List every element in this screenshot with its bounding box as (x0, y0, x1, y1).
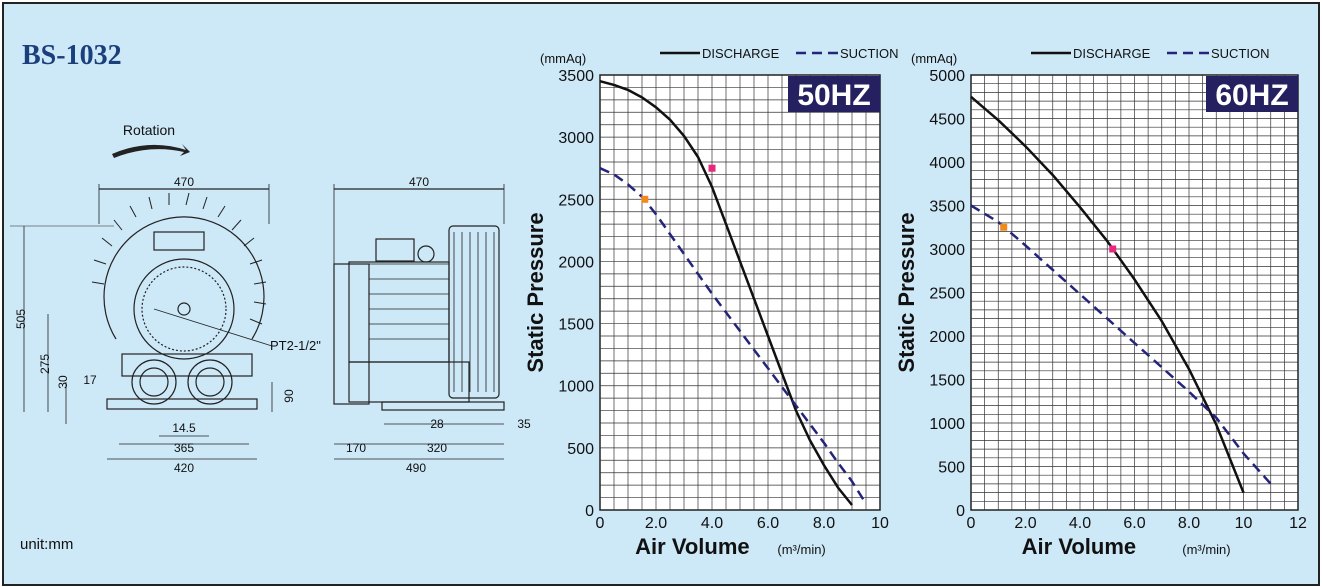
series-line-discharge (970, 95, 1245, 494)
legend-label-discharge: DISCHARGE (702, 46, 780, 61)
y-tick-label: 3000 (558, 130, 594, 147)
svg-text:420: 420 (174, 461, 194, 475)
frequency-badge (788, 76, 880, 112)
svg-text:90: 90 (282, 389, 296, 403)
y-axis-label: Static Pressure (894, 212, 919, 372)
x-tick-label: 4.0 (701, 515, 723, 532)
plot-area (599, 74, 881, 511)
series-line-suction (599, 167, 868, 505)
chart-title: 50HZ (797, 79, 870, 112)
legend-label-suction: SUCTION (840, 46, 899, 61)
svg-text:170: 170 (346, 441, 366, 455)
front-view-dimensions: 470 505 275 30 17 14.5 365 420 90 PT2-1/… (10, 175, 321, 475)
plot-background (970, 74, 1299, 511)
y-unit-label: (mmAq) (911, 51, 957, 66)
svg-text:275: 275 (38, 354, 52, 374)
svg-text:365: 365 (174, 441, 194, 455)
side-view-dimensions: 470 28 35 170 320 490 (334, 175, 531, 475)
marker-suction (641, 195, 649, 203)
marker-discharge (1109, 245, 1117, 253)
x-tick-label: 6.0 (1123, 515, 1145, 532)
x-tick-label: 4.0 (1069, 515, 1091, 532)
y-tick-label: 2500 (929, 286, 965, 303)
y-tick-label: 1500 (558, 317, 594, 334)
y-tick-label: 500 (567, 441, 594, 458)
blower-drawing: Rotation 470 (10, 122, 531, 475)
svg-text:470: 470 (174, 175, 194, 189)
x-tick-label: 10 (871, 515, 889, 532)
y-tick-label: 1000 (558, 379, 594, 396)
x-tick-label: 6.0 (757, 515, 779, 532)
x-unit-label: (m³/min) (1182, 542, 1230, 557)
x-tick-label: 0 (596, 515, 605, 532)
x-tick-label: 8.0 (813, 515, 835, 532)
x-unit-label: (m³/min) (777, 542, 825, 557)
legend-label-suction: SUCTION (1211, 46, 1270, 61)
y-tick-label: 5000 (929, 68, 965, 85)
x-axis-label: Air Volume (1022, 534, 1137, 559)
y-tick-label: 2000 (929, 329, 965, 346)
rotation-label: Rotation (123, 122, 175, 138)
series-line-suction (970, 204, 1272, 485)
svg-text:320: 320 (427, 441, 447, 455)
x-tick-label: 8.0 (1178, 515, 1200, 532)
y-tick-label: 0 (585, 503, 594, 520)
y-tick-label: 3000 (929, 242, 965, 259)
y-tick-label: 3500 (558, 68, 594, 85)
svg-text:470: 470 (409, 175, 429, 189)
x-tick-label: 2.0 (1014, 515, 1036, 532)
legend: DISCHARGE SUCTION (1031, 46, 1270, 61)
legend-label-discharge: DISCHARGE (1073, 46, 1151, 61)
cooling-fins (91, 192, 267, 325)
side-view (333, 184, 505, 411)
x-axis-label: Air Volume (635, 534, 750, 559)
legend: DISCHARGE SUCTION (660, 46, 899, 61)
plot-background (599, 74, 881, 511)
y-tick-label: 0 (956, 503, 965, 520)
svg-text:28: 28 (430, 417, 444, 431)
x-tick-label: 2.0 (645, 515, 667, 532)
frequency-badge (1206, 76, 1298, 112)
front-view (91, 184, 273, 410)
model-title: BS-1032 (22, 40, 122, 71)
svg-text:17: 17 (83, 373, 97, 387)
y-tick-label: 3500 (929, 199, 965, 216)
marker-suction (1000, 223, 1008, 231)
plot-area (970, 74, 1299, 511)
y-tick-label: 2500 (558, 192, 594, 209)
y-tick-label: 1500 (929, 373, 965, 390)
port-label: PT2-1/2" (270, 338, 321, 353)
svg-text:30: 30 (56, 375, 70, 389)
y-tick-label: 2000 (558, 254, 594, 271)
series-line-discharge (599, 79, 853, 506)
svg-text:505: 505 (14, 309, 28, 329)
marker-discharge (708, 164, 716, 172)
unit-label: unit:mm (20, 536, 74, 553)
y-tick-label: 1000 (929, 416, 965, 433)
svg-text:490: 490 (406, 461, 426, 475)
x-tick-label: 0 (967, 515, 976, 532)
svg-text:35: 35 (517, 417, 531, 431)
svg-text:14.5: 14.5 (172, 421, 196, 435)
y-unit-label: (mmAq) (540, 51, 586, 66)
x-tick-label: 10 (1235, 515, 1253, 532)
y-tick-label: 4500 (929, 112, 965, 129)
x-tick-label: 12 (1289, 515, 1307, 532)
y-tick-label: 4000 (929, 155, 965, 172)
y-tick-label: 500 (938, 460, 965, 477)
chart-title: 60HZ (1215, 79, 1288, 112)
rotation-indicator: Rotation (112, 122, 190, 158)
rotation-arrow-icon (112, 144, 190, 158)
